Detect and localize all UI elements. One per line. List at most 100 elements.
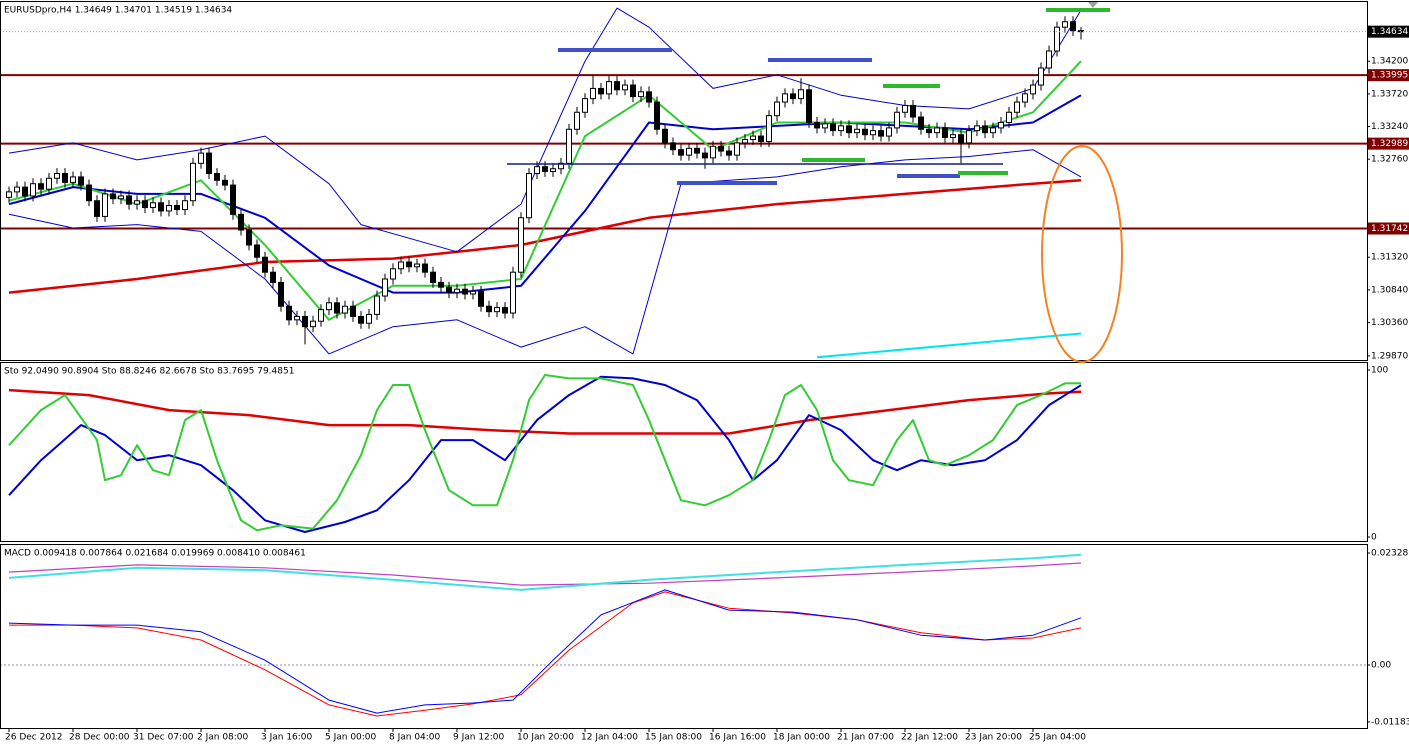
x-tick-label: 3 Jan 16:00 xyxy=(261,733,313,743)
candle-body xyxy=(246,229,252,246)
candle-body xyxy=(942,127,948,138)
candle-body xyxy=(14,186,20,193)
candle-body xyxy=(270,271,276,283)
candle-body xyxy=(30,183,36,197)
candle-body xyxy=(790,93,796,100)
candle-body xyxy=(278,281,284,307)
candle-body xyxy=(814,121,820,129)
candle-body xyxy=(910,104,916,118)
candle-body xyxy=(382,278,388,297)
candle-body xyxy=(1030,84,1036,95)
candle-body xyxy=(142,200,148,209)
indicator-line xyxy=(8,375,1082,533)
price-level-label: 1.32989 xyxy=(1371,139,1408,149)
candle-body xyxy=(670,142,676,151)
candle-body xyxy=(894,111,900,129)
candle-body xyxy=(902,104,908,113)
x-tick-label: 31 Dec 07:00 xyxy=(133,733,194,743)
candle-body xyxy=(262,256,268,273)
y-tick-label: 1.34200 xyxy=(1371,57,1408,67)
x-tick-label: 21 Jan 07:00 xyxy=(837,733,894,743)
candle-body xyxy=(446,286,452,294)
candle-body xyxy=(862,128,868,136)
annotations xyxy=(507,2,1123,363)
candle-body xyxy=(686,147,692,156)
y-tick-label: 100 xyxy=(1371,366,1388,376)
indicator-line xyxy=(8,388,1082,435)
stochastic-panel-frame xyxy=(0,362,1368,542)
candle-body xyxy=(990,127,996,134)
candle-body xyxy=(694,147,700,154)
candle-body xyxy=(46,177,52,190)
y-tick-label: 1.32760 xyxy=(1371,155,1408,165)
candle-body xyxy=(718,145,724,152)
y-tick-label: 1.30840 xyxy=(1371,285,1408,295)
candle-body xyxy=(166,205,172,212)
candle-body xyxy=(766,115,772,143)
candle-body xyxy=(534,166,540,175)
candle-body xyxy=(158,202,164,212)
candle-body xyxy=(526,173,532,219)
candle-body xyxy=(614,81,620,91)
candle-body xyxy=(878,130,884,137)
candle-body xyxy=(590,87,596,100)
x-tick-label: 9 Jan 12:00 xyxy=(453,733,505,743)
candle-body xyxy=(150,202,156,209)
candle-body xyxy=(438,281,444,288)
candle-body xyxy=(678,149,684,156)
candle-body xyxy=(662,128,668,144)
candle-body xyxy=(918,116,924,130)
candle-body xyxy=(462,288,468,295)
candle-body xyxy=(78,176,84,186)
candle-body xyxy=(1038,67,1044,86)
panel-title: EURUSDpro,H4 1.34649 1.34701 1.34519 1.3… xyxy=(4,6,232,16)
y-tick-label: 1.33720 xyxy=(1371,89,1408,99)
candle-body xyxy=(822,123,828,129)
candle-body xyxy=(326,302,332,311)
candle-body xyxy=(702,152,708,159)
y-tick-label: -0.01183 xyxy=(1371,717,1409,727)
indicator-line xyxy=(9,591,1082,717)
candle-body xyxy=(758,135,764,143)
candle-body xyxy=(206,152,212,175)
candle-body xyxy=(846,125,852,134)
price-level-tag xyxy=(1368,137,1409,150)
candle-body xyxy=(654,101,660,130)
candle-body xyxy=(198,152,204,164)
y-tick-label: 0 xyxy=(1371,532,1377,542)
candle-body xyxy=(38,183,44,190)
price-level-tag xyxy=(1368,222,1409,235)
candle-body xyxy=(54,173,60,179)
candle-body xyxy=(742,138,748,144)
candle-body xyxy=(422,263,428,273)
highlight-ellipse xyxy=(1041,145,1123,363)
candle-body xyxy=(358,315,364,324)
candle-body xyxy=(414,263,420,268)
panel-title: Sto 92.0490 90.8904 Sto 88.8246 82.6678 … xyxy=(4,367,294,377)
candle-body xyxy=(798,89,804,100)
candle-body xyxy=(118,195,124,200)
panel-title: MACD 0.009418 0.007864 0.021684 0.019969… xyxy=(4,549,306,559)
candle-body xyxy=(366,313,372,324)
candle-body xyxy=(494,307,500,313)
indicator-line xyxy=(816,332,1082,359)
y-tick-label: 1.33240 xyxy=(1371,122,1408,132)
candle-body xyxy=(838,125,844,132)
x-tick-label: 23 Jan 20:00 xyxy=(965,733,1022,743)
shift-marker xyxy=(1088,2,1098,8)
last-price-label: 1.34634 xyxy=(1371,27,1408,37)
candle-body xyxy=(94,200,100,217)
candle-body xyxy=(830,123,836,132)
candle-body xyxy=(238,213,244,231)
candle-body xyxy=(750,135,756,140)
candle-body xyxy=(566,128,572,164)
x-tick-label: 8 Jan 04:00 xyxy=(389,733,441,743)
candle-body xyxy=(390,268,396,280)
candle-body xyxy=(982,125,988,134)
candle-body xyxy=(430,271,436,283)
candle-body xyxy=(86,184,92,202)
indicator-line xyxy=(8,179,1082,294)
x-tick-label: 28 Dec 00:00 xyxy=(69,733,130,743)
x-tick-label: 26 Dec 2012 xyxy=(5,733,63,743)
